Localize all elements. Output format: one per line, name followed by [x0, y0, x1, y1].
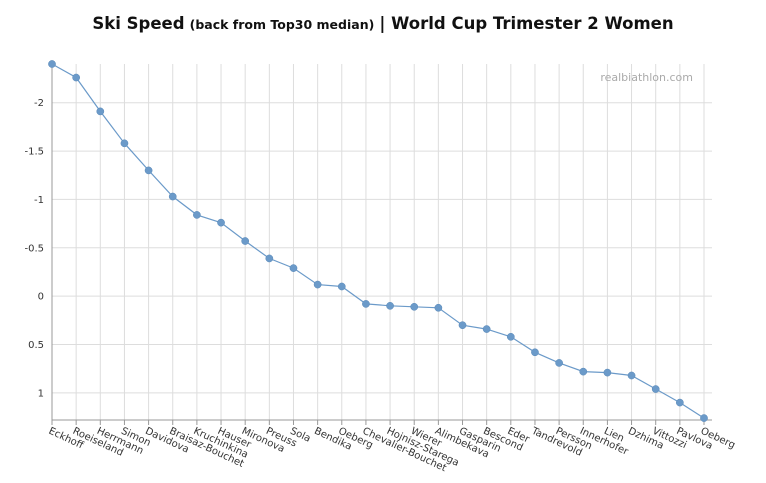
y-tick-label: 0: [38, 292, 44, 303]
data-point[interactable]: [313, 280, 322, 289]
data-point[interactable]: [386, 301, 394, 310]
y-axis: -2 -1.5 -1 -0.5 0 0.5 1: [24, 64, 53, 420]
series-line: [51, 63, 705, 419]
chart-title-suffix: | World Cup Trimester 2 Women: [379, 14, 674, 33]
chart-title: Ski Speed: [92, 14, 185, 33]
y-tick-label: 0.5: [28, 340, 44, 351]
data-point[interactable]: [96, 107, 105, 116]
data-point[interactable]: [458, 321, 467, 330]
data-point[interactable]: [579, 367, 588, 376]
data-point[interactable]: [193, 211, 201, 219]
data-point[interactable]: [337, 282, 346, 291]
watermark: realbiathlon.com: [600, 71, 693, 84]
y-tick-label: -2: [34, 98, 44, 109]
data-points: [48, 60, 708, 422]
data-point[interactable]: [555, 359, 563, 367]
data-point[interactable]: [362, 300, 370, 308]
data-point[interactable]: [651, 385, 660, 393]
data-point[interactable]: [120, 139, 129, 148]
data-point[interactable]: [531, 348, 539, 357]
data-point[interactable]: [506, 332, 515, 341]
data-point[interactable]: [627, 371, 636, 380]
data-point[interactable]: [265, 254, 274, 263]
data-point[interactable]: [434, 303, 443, 312]
y-tick-label: -1: [34, 195, 44, 206]
data-point[interactable]: [241, 237, 250, 245]
data-point[interactable]: [217, 218, 225, 227]
data-point[interactable]: [410, 302, 419, 311]
chart-title-block: Ski Speed (back from Top30 median) | Wor…: [0, 14, 766, 33]
data-point[interactable]: [144, 166, 153, 175]
chart-subtitle: (back from Top30 median): [189, 17, 375, 32]
data-point[interactable]: [48, 60, 56, 68]
y-tick-label: -1.5: [24, 147, 44, 158]
data-point[interactable]: [168, 192, 177, 201]
data-point[interactable]: [700, 414, 708, 422]
data-point[interactable]: [603, 368, 612, 377]
gridlines: [51, 64, 712, 420]
data-point[interactable]: [72, 73, 80, 82]
data-point[interactable]: [676, 398, 684, 407]
x-axis: EckhoffRoeiselandHerrmannSimonDavidovaBr…: [47, 419, 737, 474]
y-tick-label: 1: [38, 388, 44, 399]
y-tick-label: -0.5: [24, 243, 44, 254]
data-point[interactable]: [289, 264, 298, 272]
data-point[interactable]: [482, 325, 491, 333]
